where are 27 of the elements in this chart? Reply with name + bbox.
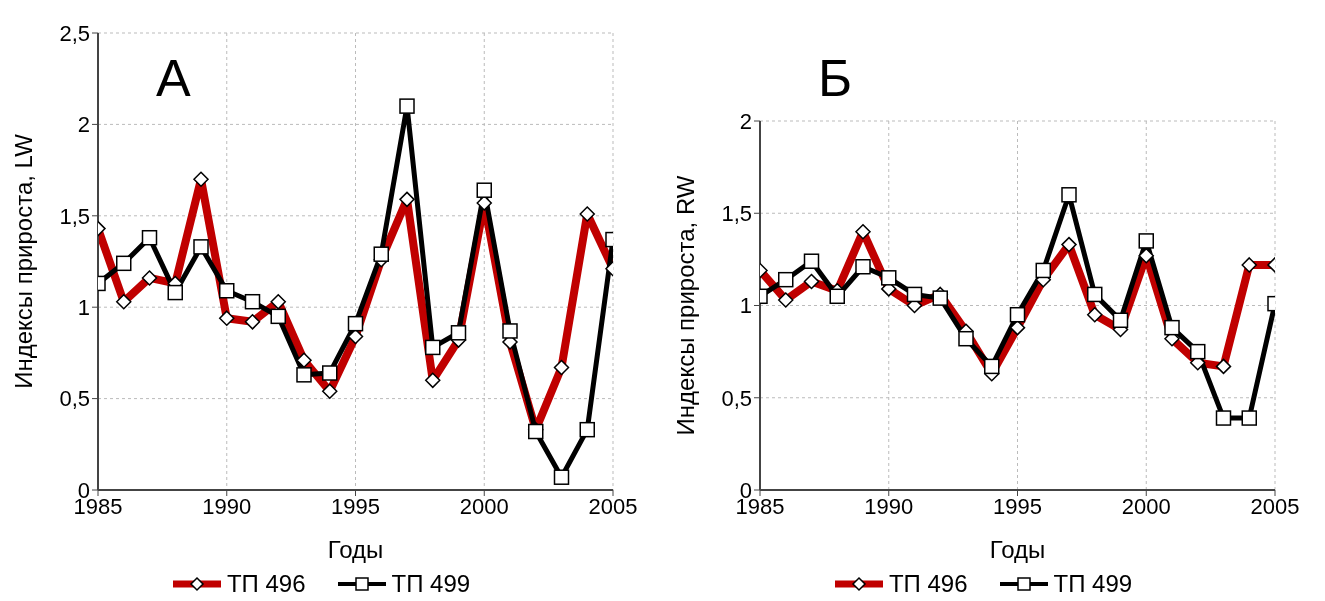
y-tick-label: 2: [77, 112, 90, 138]
chart-title: А: [156, 48, 191, 108]
y-tick-label: 0,5: [59, 386, 90, 412]
y-axis-title: Индексы прироста, RW: [671, 175, 699, 436]
x-tick-label: 2005: [588, 493, 638, 519]
legend-label: ТП 499: [390, 570, 471, 598]
y-tick-label: 1: [739, 293, 752, 319]
x-tick-label: 1990: [202, 493, 252, 519]
y-tick-label: 2: [739, 108, 752, 134]
x-tick-label: 2000: [1121, 493, 1171, 519]
y-axis-title: Индексы прироста, LW: [9, 133, 37, 389]
legend-label: ТП 499: [1052, 570, 1133, 598]
y-tick-label: 1: [77, 295, 90, 321]
legend-label: ТП 496: [887, 570, 968, 598]
legend-label: ТП 496: [225, 570, 306, 598]
x-axis-title: Годы: [989, 536, 1046, 563]
x-tick-label: 2005: [1250, 493, 1300, 519]
x-tick-label: 1990: [864, 493, 914, 519]
chart-title: Б: [818, 48, 853, 108]
y-tick-label: 2,5: [59, 20, 90, 46]
x-axis-title: Годы: [327, 536, 384, 563]
y-tick-label: 0,5: [721, 385, 752, 411]
x-tick-label: 1995: [331, 493, 380, 519]
y-tick-label: 1,5: [721, 201, 752, 227]
y-tick-label: 1,5: [59, 203, 90, 229]
x-tick-label: 2000: [459, 493, 509, 519]
x-tick-label: 1995: [993, 493, 1042, 519]
